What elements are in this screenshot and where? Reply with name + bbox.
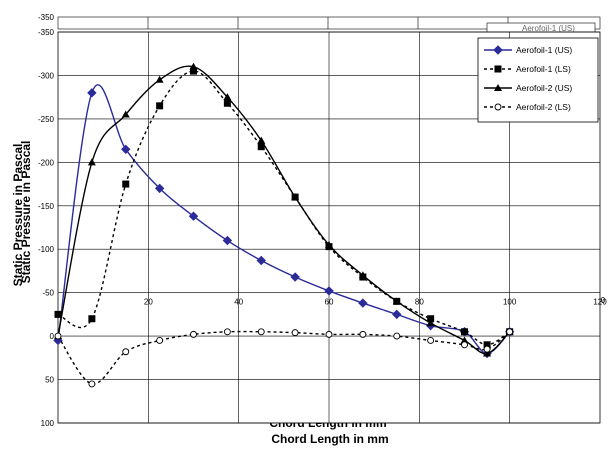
- legend-marker-1: [493, 45, 503, 55]
- legend-label-4: Aerofoil-2 (LS): [516, 102, 571, 112]
- x-tick-label: 80: [415, 297, 424, 306]
- data-point-series-1: [154, 183, 165, 194]
- x-tick-label: 40: [234, 297, 243, 306]
- data-point-series-4: [359, 330, 367, 338]
- y-tick-label: 0: [50, 332, 55, 341]
- data-point-series-3: [291, 193, 300, 201]
- data-point-series-3: [189, 62, 198, 70]
- legend-marker-4: [494, 103, 502, 111]
- data-point-series-3: [483, 349, 492, 357]
- legend-marker-3: [494, 84, 502, 91]
- y-tick-label: 50: [45, 376, 54, 385]
- x-tick-label: 20: [144, 297, 153, 306]
- data-point-series-3: [325, 240, 333, 248]
- data-point-series-4: [122, 348, 130, 356]
- data-point-series-1: [188, 211, 199, 221]
- data-point-series-4: [54, 332, 62, 340]
- data-point-series-4: [393, 332, 401, 340]
- series-line-1: [57, 84, 511, 355]
- data-point-series-4: [223, 328, 231, 336]
- x-tick-label: 120: [593, 297, 607, 306]
- data-point-series-2: [122, 180, 130, 188]
- y-tick-label: 100: [41, 419, 55, 428]
- y-tick-label: -200: [38, 158, 55, 167]
- legend-label-3: Aerofoil-2 (US): [516, 83, 572, 93]
- legend-label-2: Aerofoil-1 (LS): [516, 64, 571, 74]
- data-point-series-3: [155, 75, 164, 83]
- ghost-y-tick-label: -350: [38, 13, 55, 22]
- data-point-series-2: [156, 102, 164, 110]
- data-point-series-3: [392, 297, 401, 305]
- data-point-series-4: [483, 345, 491, 353]
- data-point-series-1: [87, 88, 97, 98]
- data-point-series-3: [257, 136, 266, 144]
- legend-marker-2: [494, 65, 502, 73]
- data-point-series-4: [427, 337, 435, 344]
- ghost-frame-top: [57, 16, 601, 30]
- y-tick-label: -100: [38, 245, 55, 254]
- y-tick-label: -150: [38, 202, 55, 211]
- data-point-series-4: [506, 328, 514, 336]
- y-tick-label: -300: [38, 71, 55, 80]
- data-point-series-4: [291, 329, 299, 337]
- data-point-series-1: [222, 235, 233, 246]
- data-point-series-3: [358, 271, 367, 279]
- data-point-series-3: [87, 158, 96, 166]
- data-point-series-4: [257, 328, 265, 336]
- data-point-series-2: [483, 341, 491, 349]
- data-point-series-3: [460, 336, 469, 344]
- data-point-series-2: [88, 315, 96, 323]
- y-tick-label: -250: [38, 115, 55, 124]
- data-point-series-3: [426, 319, 435, 327]
- data-point-series-4: [156, 337, 164, 344]
- data-point-series-2: [257, 143, 265, 151]
- y-tick-label: -50: [42, 289, 54, 298]
- data-point-series-1: [256, 255, 266, 266]
- series-line-4: [57, 330, 511, 385]
- data-point-series-4: [88, 380, 96, 388]
- ghost-tick-label: 0: [601, 296, 606, 305]
- data-point-series-1: [324, 286, 334, 296]
- data-point-series-2: [461, 328, 468, 336]
- x-tick-label: 60: [325, 297, 334, 306]
- data-point-series-3: [223, 93, 232, 101]
- data-point-series-2: [54, 310, 62, 318]
- y-axis-title: Static Pressure in Pascal: [11, 144, 25, 287]
- data-point-series-3: [121, 110, 130, 118]
- data-point-series-1: [290, 272, 300, 282]
- data-point-series-1: [392, 309, 402, 320]
- data-point-series-1: [358, 298, 368, 308]
- data-point-series-2: [223, 99, 231, 107]
- data-point-series-4: [461, 341, 468, 349]
- ghost-legend-label: Aerofoil-1 (US): [522, 24, 575, 33]
- y-tick-label: -350: [38, 28, 55, 37]
- series-line-3: [57, 65, 511, 355]
- data-point-series-4: [190, 330, 197, 338]
- data-point-series-2: [190, 67, 197, 75]
- x-tick-label: 100: [503, 297, 517, 306]
- x-axis-title: Chord Length in mm: [271, 432, 388, 446]
- data-point-series-4: [325, 330, 333, 338]
- ghost-y-axis-title: Static Pressure in Pascal: [19, 141, 33, 284]
- data-point-series-1: [121, 144, 131, 155]
- legend-label-1: Aerofoil-1 (US): [516, 45, 572, 55]
- data-point-series-2: [427, 315, 435, 323]
